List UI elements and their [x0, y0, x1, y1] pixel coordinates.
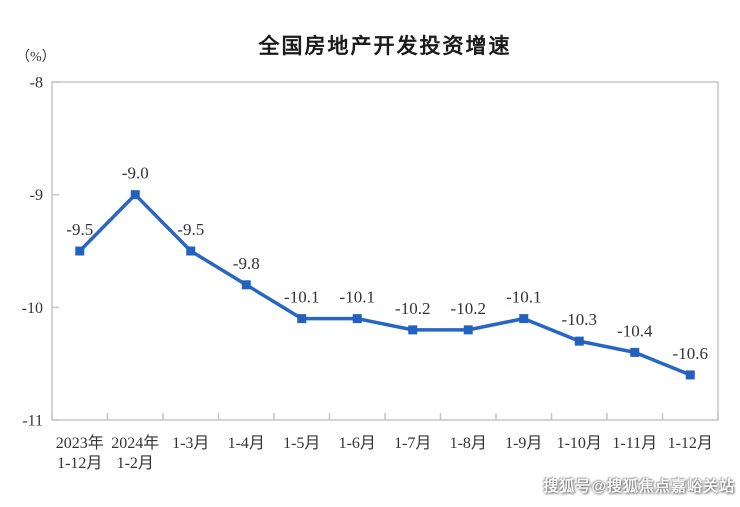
- x-axis-category-label: 1-10月: [557, 435, 602, 452]
- data-point-label: -9.5: [177, 220, 204, 239]
- chart-title: 全国房地产开发投资增速: [258, 35, 512, 58]
- data-point-marker: [297, 314, 307, 324]
- data-point-label: -10.1: [340, 288, 375, 307]
- data-point-label: -10.2: [395, 299, 430, 318]
- plot-area-border: [51, 81, 719, 421]
- data-point-label: -10.1: [284, 288, 319, 307]
- x-axis-category-label: 1-9月: [505, 435, 542, 452]
- data-line: [78, 192, 692, 377]
- data-point-label: -10.3: [562, 310, 597, 329]
- data-point-marker: [630, 347, 640, 357]
- data-point-label: -10.4: [617, 321, 653, 340]
- data-point-label: -9.0: [122, 164, 149, 183]
- data-point-marker: [574, 336, 584, 346]
- x-axis-category-label: 1-12月: [57, 455, 102, 472]
- y-axis-tick-label: -11: [22, 413, 43, 430]
- x-axis-category-label: 2024年: [111, 434, 159, 452]
- data-point-marker: [241, 280, 251, 290]
- data-point-marker: [685, 370, 695, 380]
- x-axis-category-label: 1-7月: [394, 435, 431, 452]
- data-point-label: -9.8: [233, 254, 260, 273]
- data-point-label: -10.2: [451, 299, 486, 318]
- x-axis-category-label: 1-3月: [172, 435, 209, 452]
- x-axis-category-label: 1-8月: [450, 435, 487, 452]
- data-point-marker: [130, 190, 140, 200]
- data-point-marker: [408, 325, 418, 335]
- data-point-marker: [519, 314, 529, 324]
- data-point-marker: [75, 246, 85, 256]
- x-axis-category-label: 1-12月: [668, 435, 713, 452]
- data-point-label: -10.6: [673, 344, 708, 363]
- data-point-marker: [186, 246, 196, 256]
- x-axis-category-label: 2023年: [56, 434, 104, 452]
- x-axis-category-label: 1-2月: [117, 455, 154, 472]
- x-axis-category-label: 1-5月: [283, 435, 320, 452]
- data-point-label: -9.5: [66, 220, 93, 239]
- x-axis-category-label: 1-11月: [612, 435, 657, 452]
- y-axis-tick-label: -10: [22, 300, 43, 317]
- y-axis-unit-label: （%）: [16, 50, 56, 65]
- y-axis-tick-label: -8: [30, 75, 43, 92]
- data-point-label: -10.1: [506, 288, 541, 307]
- y-axis-tick-label: -9: [30, 187, 43, 204]
- x-axis-category-label: 1-4月: [228, 435, 265, 452]
- x-axis-category-label: 1-6月: [339, 435, 376, 452]
- data-point-marker: [463, 325, 473, 335]
- watermark: 搜狐号@搜狐焦点嘉峪关站: [543, 478, 735, 495]
- data-point-marker: [352, 314, 362, 324]
